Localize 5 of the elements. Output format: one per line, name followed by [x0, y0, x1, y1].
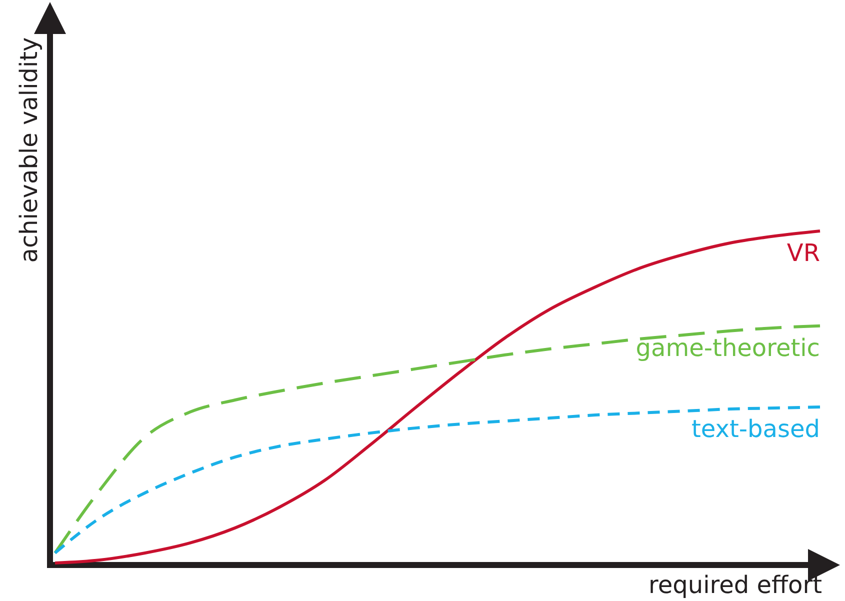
- y-axis-title: achievable validity: [15, 37, 43, 263]
- series-label: game-theoretic: [636, 334, 820, 362]
- series-label: VR: [786, 239, 820, 267]
- series-label: text-based: [692, 415, 820, 444]
- x-axis-title: required effort: [648, 571, 822, 599]
